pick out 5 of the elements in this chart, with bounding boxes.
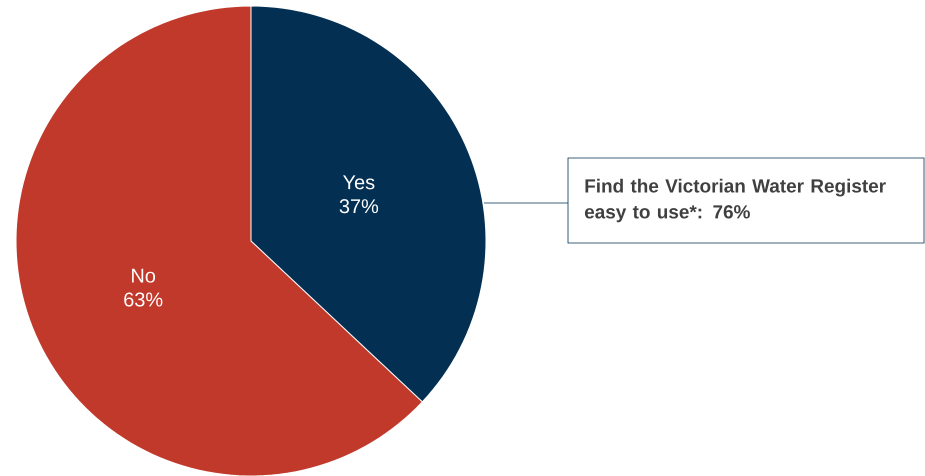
data-label: 63%	[124, 292, 162, 306]
text: Find the Victorian Water Register easy to use*: 76%	[584, 178, 886, 222]
slice-label: No	[132, 268, 156, 282]
data-label: 37%	[340, 198, 378, 213]
slice-label: Yes	[343, 175, 374, 190]
